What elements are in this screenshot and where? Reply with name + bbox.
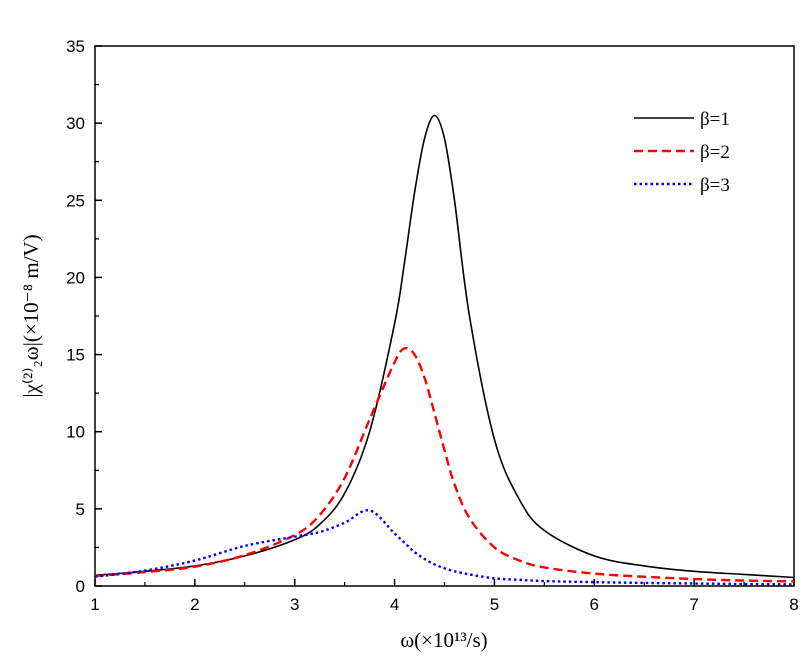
- x-tick-label: 8: [789, 595, 798, 614]
- x-axis: 1 2 3 4 5 6 7 8: [90, 579, 799, 614]
- y-tick-label: 0: [76, 577, 85, 596]
- y-axis-label: |χ⁽²⁾₂ω|(×10⁻⁸ m/V): [19, 234, 43, 397]
- series-line-beta-1: [94, 114, 795, 579]
- x-tick-label: 5: [490, 595, 499, 614]
- y-tick-label: 25: [66, 191, 85, 210]
- series-line-beta-3: [94, 509, 795, 586]
- y-tick-label: 30: [66, 114, 85, 133]
- series-lines: [94, 114, 795, 586]
- legend: β=1 β=2 β=3: [634, 109, 730, 196]
- y-tick-label: 35: [66, 37, 85, 56]
- y-tick-label: 5: [76, 500, 85, 519]
- x-tick-label: 7: [689, 595, 698, 614]
- x-tick-label: 4: [390, 595, 399, 614]
- legend-label-beta-1: β=1: [700, 109, 730, 130]
- x-tick-label: 2: [190, 595, 199, 614]
- x-tick-label: 3: [290, 595, 299, 614]
- legend-label-beta-2: β=2: [700, 142, 730, 163]
- x-axis-label: ω(×10¹³/s): [400, 628, 487, 652]
- legend-label-beta-3: β=3: [700, 175, 730, 196]
- y-tick-label: 15: [66, 346, 85, 365]
- x-tick-label: 6: [590, 595, 599, 614]
- x-tick-label: 1: [90, 595, 99, 614]
- plot-frame: [94, 45, 795, 587]
- y-tick-label: 10: [66, 423, 85, 442]
- y-axis: 0 5 10 15 20 25 30 35: [66, 37, 102, 596]
- series-line-beta-2: [94, 346, 795, 583]
- y-tick-label: 20: [66, 268, 85, 287]
